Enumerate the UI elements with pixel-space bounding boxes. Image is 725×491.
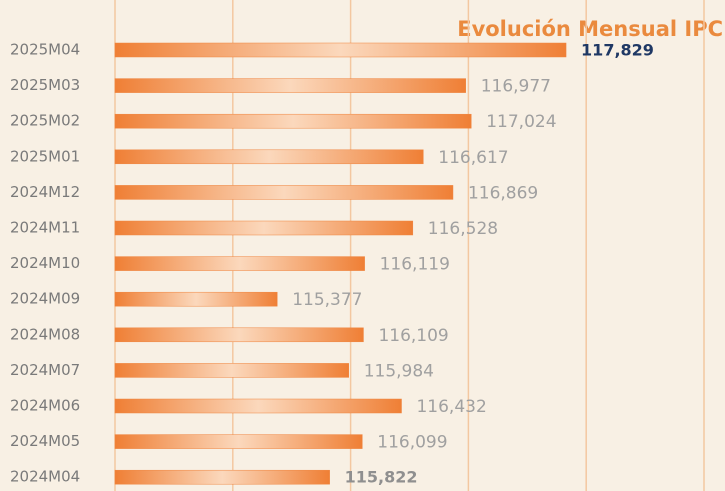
bar [114,220,414,236]
y-tick-label: 2024M07 [10,361,80,379]
y-tick-label: 2024M06 [10,397,80,415]
value-label: 117,829 [581,41,654,60]
bar [114,363,349,378]
bar [114,327,364,343]
value-label: 116,528 [428,219,498,239]
y-tick-label: 2025M04 [10,41,80,59]
y-tick-label: 2025M03 [10,76,80,94]
chart-title: Evolución Mensual IPC [457,17,723,41]
value-label: 116,869 [468,183,538,203]
bar [114,78,466,93]
value-label: 116,119 [380,255,450,275]
bar [114,42,567,58]
value-label: 116,099 [377,433,447,453]
value-label: 116,109 [378,326,448,346]
value-label: 116,617 [438,148,508,168]
value-label: 116,432 [416,397,486,417]
bar [114,113,472,129]
value-label: 115,377 [292,290,362,310]
value-label: 115,984 [364,361,434,381]
value-label: 116,977 [481,77,551,97]
value-label: 115,822 [345,468,418,487]
y-tick-label: 2024M09 [10,290,80,308]
y-tick-label: 2024M10 [10,254,80,272]
bar [114,185,454,200]
bar [114,256,365,271]
value-label: 117,024 [486,112,556,132]
y-tick-label: 2024M12 [10,183,80,201]
bar [114,149,424,165]
y-tick-label: 2025M01 [10,147,80,165]
y-tick-label: 2024M11 [10,219,80,237]
bar [114,398,402,414]
y-tick-label: 2025M02 [10,112,80,130]
bar [114,469,330,485]
bar [114,291,278,307]
y-tick-label: 2024M08 [10,325,80,343]
bar [114,434,363,449]
y-tick-label: 2024M04 [10,468,80,486]
y-tick-label: 2024M05 [10,432,80,450]
